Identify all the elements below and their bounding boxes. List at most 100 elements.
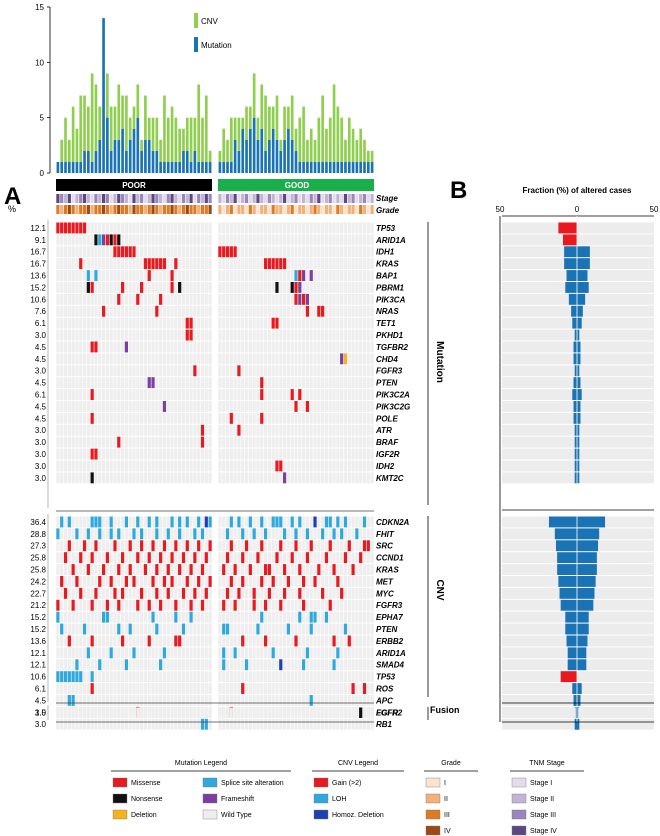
wild-type-cell	[244, 599, 249, 611]
wild-type-cell	[324, 341, 329, 353]
wild-type-cell	[222, 587, 226, 599]
wild-type-cell	[305, 317, 310, 329]
wild-type-cell	[140, 412, 144, 424]
wild-type-cell	[286, 718, 290, 730]
cnv-count-bar	[117, 84, 121, 140]
wild-type-cell	[82, 258, 87, 270]
alteration-cell	[279, 540, 283, 552]
wild-type-cell	[94, 317, 98, 329]
alteration-cell	[90, 552, 94, 564]
alteration-cell	[197, 540, 201, 552]
wild-type-cell	[105, 401, 109, 412]
wild-type-cell	[140, 448, 144, 460]
wild-type-cell	[294, 659, 298, 671]
wild-type-cell	[60, 258, 64, 270]
wild-type-cell	[347, 282, 351, 293]
legend-swatch	[425, 809, 441, 820]
wild-type-cell	[197, 329, 201, 341]
wild-type-cell	[244, 552, 249, 564]
grade-cell	[79, 205, 83, 214]
wild-type-cell	[197, 707, 201, 718]
wild-type-cell	[351, 412, 355, 424]
wild-type-cell	[324, 623, 329, 635]
wild-type-cell	[71, 234, 75, 246]
wild-type-cell	[370, 683, 374, 694]
wild-type-cell	[147, 448, 151, 460]
wild-type-cell	[324, 436, 329, 448]
wild-type-cell	[233, 540, 237, 552]
alteration-cell	[101, 611, 106, 623]
wild-type-cell	[313, 377, 317, 389]
wild-type-cell	[294, 412, 298, 424]
row-percent: 3.0	[35, 331, 47, 340]
wild-type-cell	[151, 246, 155, 258]
grade-cell	[237, 205, 241, 214]
wild-type-cell	[305, 587, 310, 599]
wild-type-cell	[336, 659, 340, 671]
wild-type-cell	[94, 695, 98, 706]
cnv-count-bar	[302, 106, 305, 162]
cnv-count-bar	[321, 95, 324, 162]
wild-type-cell	[136, 329, 140, 341]
wild-type-cell	[82, 412, 87, 424]
wild-type-cell	[90, 329, 94, 341]
wild-type-cell	[298, 377, 302, 389]
wild-type-cell	[208, 401, 212, 412]
row-percent: 13.6	[30, 637, 46, 646]
panel-label-b: B	[450, 177, 467, 204]
wild-type-cell	[166, 353, 170, 365]
alteration-cell	[90, 341, 94, 353]
wild-type-cell	[143, 293, 148, 305]
wild-type-cell	[305, 329, 310, 341]
wild-type-cell	[229, 234, 233, 246]
wild-type-cell	[275, 305, 279, 317]
row-percent: 4.5	[35, 343, 47, 352]
alteration-cell	[204, 552, 208, 564]
wild-type-cell	[82, 671, 87, 683]
wild-type-cell	[328, 282, 332, 293]
cnv-count-bar	[366, 150, 370, 162]
wild-type-cell	[343, 234, 348, 246]
wild-type-cell	[170, 424, 174, 436]
row-percent: 12.1	[30, 649, 46, 658]
wild-type-cell	[282, 683, 287, 694]
wild-type-cell	[86, 540, 90, 552]
alteration-cell	[225, 587, 230, 599]
wild-type-cell	[162, 282, 167, 293]
wild-type-cell	[170, 293, 174, 305]
alteration-cell	[63, 671, 68, 683]
wild-type-cell	[313, 460, 317, 472]
wild-type-cell	[313, 270, 317, 281]
alteration-cell	[244, 540, 249, 552]
wild-type-cell	[151, 647, 155, 659]
alteration-cell	[309, 623, 313, 635]
stage-cell	[94, 194, 98, 203]
wild-type-cell	[359, 576, 363, 587]
wild-type-cell	[313, 528, 317, 540]
wild-type-cell	[309, 564, 313, 575]
wild-type-cell	[63, 611, 68, 623]
wild-type-cell	[321, 516, 325, 528]
wild-type-cell	[132, 412, 136, 424]
wild-type-cell	[143, 329, 148, 341]
alteration-cell	[79, 552, 83, 564]
wild-type-cell	[359, 436, 363, 448]
wild-type-cell	[197, 436, 201, 448]
wild-type-cell	[370, 647, 374, 659]
wild-type-cell	[286, 516, 290, 528]
wild-type-cell	[82, 718, 87, 730]
row-percent: 3.0	[35, 474, 47, 483]
alteration-cell	[71, 564, 75, 575]
wild-type-cell	[151, 623, 155, 635]
wild-type-cell	[282, 448, 287, 460]
wild-type-cell	[128, 258, 132, 270]
wild-type-cell	[229, 436, 233, 448]
wild-type-cell	[328, 424, 332, 436]
wild-type-cell	[181, 424, 186, 436]
wild-type-cell	[124, 305, 128, 317]
wild-type-cell	[286, 246, 290, 258]
wild-type-cell	[101, 472, 106, 484]
wild-type-cell	[143, 305, 148, 317]
cnv-count-bar	[87, 106, 90, 151]
wild-type-cell	[286, 436, 290, 448]
